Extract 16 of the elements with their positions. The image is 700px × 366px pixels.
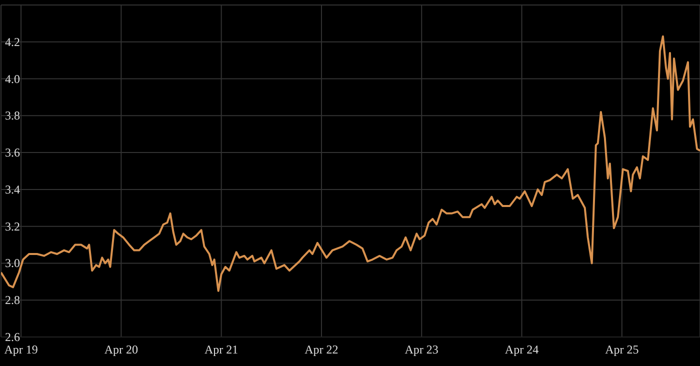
y-tick-label: 3.6 [5, 146, 20, 160]
x-tick-label: Apr 24 [504, 342, 539, 357]
x-tick-label: Apr 23 [404, 342, 438, 357]
y-tick-label: 2.6 [5, 330, 20, 344]
y-tick-label: 4.0 [5, 72, 20, 86]
y-tick-label: 4.2 [5, 34, 20, 49]
x-tick-label: Apr 20 [104, 342, 138, 357]
x-tick-label: Apr 21 [204, 342, 238, 357]
x-tick-label: Apr 22 [304, 342, 338, 357]
y-tick-label: 3.0 [5, 256, 20, 270]
x-tick-label: Apr 19 [4, 342, 38, 357]
y-tick-label: 3.2 [5, 219, 20, 234]
x-tick-label: Apr 25 [605, 342, 639, 357]
y-tick-label: 2.8 [5, 293, 20, 308]
y-tick-label: 3.8 [5, 108, 20, 123]
y-tick-label: 3.4 [5, 182, 20, 196]
